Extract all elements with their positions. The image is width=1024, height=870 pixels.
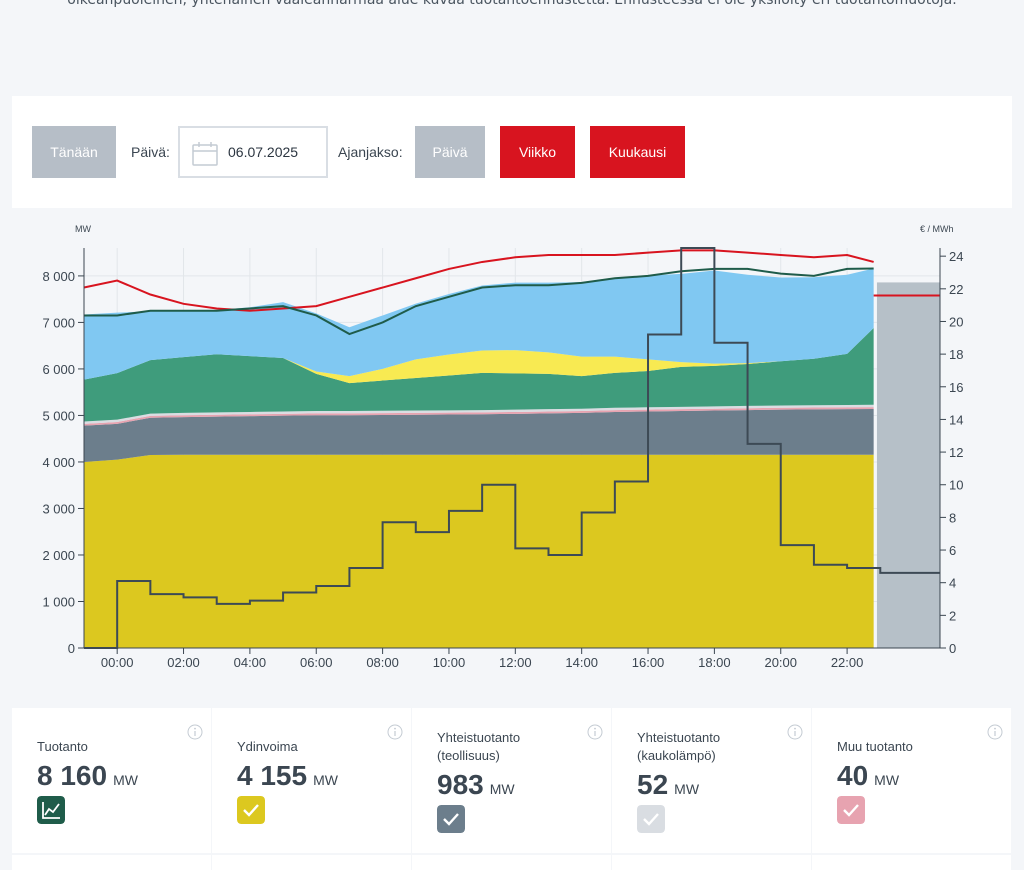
y2-tick-label: 10	[949, 478, 963, 493]
card-row-2	[212, 855, 411, 870]
area-solar	[84, 328, 874, 384]
y2-tick-label: 20	[949, 314, 963, 329]
y2-tick-label: 4	[949, 576, 956, 591]
calendar-icon	[192, 142, 218, 166]
x-tick-label: 10:00	[433, 655, 466, 670]
y-tick-label: 2 000	[42, 548, 75, 563]
line-production	[84, 267, 874, 336]
y2-tick-label: 12	[949, 445, 963, 460]
y-tick-label: 6 000	[42, 362, 75, 377]
right-axis-unit: € / MWh	[920, 224, 954, 234]
chart-areas	[84, 268, 940, 648]
date-controls: Tänään Päivä: 06.07.2025 Ajanjakso: Päiv…	[12, 96, 1012, 208]
card-value: 8 160 MW	[37, 760, 138, 791]
x-tick-label: 22:00	[831, 655, 864, 670]
y2-tick-label: 24	[949, 249, 963, 264]
chart-line-icon	[37, 796, 65, 824]
check-icon	[637, 805, 665, 833]
period-day-button[interactable]: Päivä	[415, 126, 485, 178]
y2-tick-label: 14	[949, 412, 963, 427]
card-value: 4 155 MW	[237, 760, 338, 791]
card-row-2	[12, 855, 211, 870]
info-icon[interactable]	[987, 724, 1003, 740]
y-tick-label: 8 000	[42, 269, 75, 284]
x-tick-label: 04:00	[234, 655, 267, 670]
date-input[interactable]: 06.07.2025	[178, 126, 328, 178]
area-chp_district	[84, 404, 874, 424]
x-tick-label: 06:00	[300, 655, 333, 670]
area-other	[84, 407, 874, 426]
y2-tick-label: 22	[949, 282, 963, 297]
price-step-line	[84, 247, 940, 649]
card-chp-industry: Yhteistuotanto (teollisuus) 983 MW	[412, 708, 611, 853]
check-icon	[837, 796, 865, 824]
card-chp-district: Yhteistuotanto (kaukolämpö) 52 MW	[612, 708, 811, 853]
card-title: Ydinvoima	[237, 739, 298, 754]
card-value: 52 MW	[637, 769, 700, 800]
card-value: 40 MW	[837, 760, 900, 791]
area-wind	[84, 268, 874, 380]
line-consumption	[83, 249, 874, 312]
card-row-2	[612, 855, 811, 870]
y-tick-label: 3 000	[42, 501, 75, 516]
info-icon[interactable]	[187, 724, 203, 740]
y2-tick-label: 16	[949, 380, 963, 395]
card-title: Yhteistuotanto (teollisuus)	[437, 730, 521, 763]
date-value: 06.07.2025	[228, 144, 299, 160]
card-row-2	[412, 855, 611, 870]
area-hydro	[84, 328, 874, 422]
y2-tick-label: 18	[949, 347, 963, 362]
area-chp_industry	[84, 409, 874, 462]
left-axis-unit: MW	[75, 224, 91, 234]
x-tick-label: 08:00	[366, 655, 399, 670]
y2-tick-label: 8	[949, 510, 956, 525]
period-month-button[interactable]: Kuukausi	[590, 126, 685, 178]
period-week-button[interactable]: Viikko	[500, 126, 575, 178]
x-tick-label: 16:00	[632, 655, 665, 670]
check-icon	[437, 805, 465, 833]
card-row-2	[812, 855, 1011, 870]
card-production: Tuotanto 8 160 MW	[12, 708, 211, 853]
period-label: Ajanjakso:	[338, 144, 403, 160]
intro-text: oikeanpuoleinen, yhtenäinen vaaleanharma…	[67, 0, 957, 8]
y-tick-label: 1 000	[42, 594, 75, 609]
info-icon[interactable]	[387, 724, 403, 740]
card-value: 983 MW	[437, 769, 515, 800]
y2-tick-label: 6	[949, 543, 956, 558]
x-tick-label: 20:00	[764, 655, 797, 670]
chart-lines	[83, 247, 940, 649]
date-label: Päivä:	[131, 144, 170, 160]
x-tick-label: 14:00	[565, 655, 598, 670]
area-nuclear	[84, 454, 874, 648]
card-nuclear: Ydinvoima 4 155 MW	[212, 708, 411, 853]
y-tick-label: 0	[68, 641, 75, 656]
x-tick-label: 02:00	[167, 655, 200, 670]
x-tick-label: 12:00	[499, 655, 532, 670]
x-tick-label: 18:00	[698, 655, 731, 670]
summary-cards: Tuotanto 8 160 MW Ydinvoima 4 155 MW Yhtei…	[12, 708, 1012, 870]
today-button[interactable]: Tänään	[32, 126, 116, 178]
y-tick-label: 7 000	[42, 315, 75, 330]
check-icon	[237, 796, 265, 824]
y-tick-label: 4 000	[42, 455, 75, 470]
card-title: Yhteistuotanto (kaukolämpö)	[637, 730, 721, 763]
forecast-area	[876, 282, 940, 648]
y2-tick-label: 2	[949, 608, 956, 623]
x-tick-label: 00:00	[101, 655, 134, 670]
card-other: Muu tuotanto 40 MW	[812, 708, 1011, 853]
card-title: Muu tuotanto	[837, 739, 913, 754]
y-tick-label: 5 000	[42, 408, 75, 423]
y2-tick-label: 0	[949, 641, 956, 656]
info-icon[interactable]	[787, 724, 803, 740]
info-icon[interactable]	[587, 724, 603, 740]
card-title: Tuotanto	[37, 739, 88, 754]
